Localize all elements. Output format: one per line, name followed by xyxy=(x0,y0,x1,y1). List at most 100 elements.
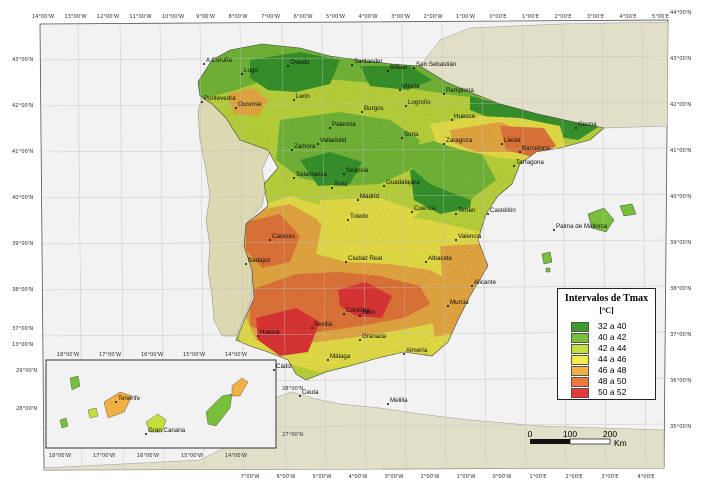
city-label: Salamanca xyxy=(296,171,328,178)
lat-tick-left: 38°00'N xyxy=(12,287,33,293)
city-label: Oviedo xyxy=(290,59,310,66)
city-marker xyxy=(443,93,445,95)
city-marker xyxy=(293,99,295,101)
lon-tick-bottom: 6°00'W xyxy=(276,474,295,480)
lat-tick-left: 37°00'N xyxy=(12,326,33,332)
inset-lon-tick-bottom: 14°00'W xyxy=(225,453,247,459)
city-marker xyxy=(269,239,271,241)
lon-tick-top: 2°00'E xyxy=(554,14,571,20)
city-label: Cáceres xyxy=(272,233,295,240)
city-marker xyxy=(411,211,413,213)
legend-swatch xyxy=(571,333,589,343)
city-marker xyxy=(455,239,457,241)
legend-box: Intervalos de Tmax [°C] 32 a 40 40 a 42 42… xyxy=(557,288,656,400)
city-label: Córdoba xyxy=(346,307,370,314)
lon-tick-top: 6°00'W xyxy=(293,14,312,20)
city-label: Teruel xyxy=(458,207,475,214)
lon-tick-top: 8°00'W xyxy=(228,14,247,20)
lat-tick-right: 42°00'N xyxy=(670,102,691,108)
city-marker xyxy=(329,127,331,129)
city-label: Ceuta xyxy=(302,389,319,396)
city-label: León xyxy=(296,93,310,100)
city-label: Zaragoza xyxy=(446,137,473,144)
inset-lat-tick: 27°00'N xyxy=(282,432,303,438)
city-marker xyxy=(235,107,237,109)
canary-inset xyxy=(45,359,277,449)
lon-tick-bottom: 3°00'W xyxy=(384,474,403,480)
city-marker xyxy=(399,89,401,91)
lon-tick-bottom: 5°00'W xyxy=(312,474,331,480)
lon-tick-top: 1°00'W xyxy=(456,14,475,20)
city-label: Santander xyxy=(354,58,383,65)
lat-tick-left: 43°00'N xyxy=(12,57,33,63)
city-label: Almería xyxy=(406,347,428,354)
city-marker xyxy=(293,177,295,179)
city-marker xyxy=(405,105,407,107)
city-marker xyxy=(413,67,415,69)
city-marker xyxy=(343,173,345,175)
city-marker xyxy=(273,369,275,371)
city-marker xyxy=(403,353,405,355)
lon-tick-top: 3°00'E xyxy=(587,14,604,20)
lon-tick-top: 4°00'E xyxy=(619,14,636,20)
city-marker xyxy=(331,187,333,189)
legend-label: 48 a 50 xyxy=(598,376,627,386)
city-marker xyxy=(425,261,427,263)
lon-tick-top: 9°00'W xyxy=(196,14,215,20)
city-marker xyxy=(359,315,361,317)
lat-tick-right: 37°00'N xyxy=(670,332,691,338)
city-label: Valencia xyxy=(458,233,482,240)
city-label: Bilbao xyxy=(390,64,408,71)
inset-lat-tick: 28°00'N xyxy=(16,406,37,412)
lon-tick-top: 3°00'W xyxy=(391,14,410,20)
lat-tick-right: 38°00'N xyxy=(670,286,691,292)
city-label: Cuenca xyxy=(414,205,436,212)
city-marker xyxy=(447,305,449,307)
inset-lat-tick: 29°00'N xyxy=(16,368,37,374)
inset-lon-tick-top: 18°00'W xyxy=(57,352,79,358)
inset-lon-tick-top: 16°00'W xyxy=(141,352,163,358)
lon-tick-top: 10°00'W xyxy=(162,14,184,20)
lat-tick-left: 42°00'N xyxy=(12,103,33,109)
lon-ticks-top: 14°00'W 13°00'W 12°00'W 11°00'W 10°00'W 9°00'… xyxy=(32,14,669,20)
legend-label: 44 a 46 xyxy=(598,354,627,364)
legend-label: 50 a 52 xyxy=(598,387,627,397)
ibiza-island xyxy=(541,251,553,265)
inset-lon-tick-bottom: 15°00'W xyxy=(181,453,203,459)
city-marker xyxy=(317,143,319,145)
city-label: Soria xyxy=(404,131,419,138)
lat-tick-right: 41°00'N xyxy=(670,148,691,154)
scale-label-100: 100 xyxy=(563,429,577,439)
formentera-island xyxy=(545,267,551,273)
city-marker xyxy=(383,185,385,187)
inset-lon-tick-top: 15°00'W xyxy=(183,352,205,358)
lon-tick-top: 1°00'E xyxy=(522,14,539,20)
inset-lat-tick: 28°00'N xyxy=(282,386,303,392)
city-marker xyxy=(145,433,147,435)
inset-lon-tick-bottom: 16°00'W xyxy=(137,453,159,459)
scale-bar: 0 100 200 Km xyxy=(528,429,627,448)
city-marker xyxy=(501,143,503,145)
scale-label-0: 0 xyxy=(528,429,533,439)
lat-ticks-left: 43°00'N 42°00'N 41°00'N 40°00'N 39°00'N 38°00… xyxy=(12,57,33,348)
city-marker xyxy=(311,327,313,329)
city-label: Murcia xyxy=(450,299,469,306)
city-label: Vitoria xyxy=(402,83,420,90)
city-marker xyxy=(287,65,289,67)
lat-tick-right: 35°00'N xyxy=(670,424,691,430)
city-marker xyxy=(351,64,353,66)
city-marker xyxy=(361,111,363,113)
city-marker xyxy=(553,229,555,231)
city-label: Alicante xyxy=(474,279,497,286)
city-marker xyxy=(451,119,453,121)
lat-tick-left: 13°00'N xyxy=(12,342,33,348)
legend-swatch xyxy=(571,355,589,365)
legend-label: 46 a 48 xyxy=(598,365,627,375)
lon-tick-top: 4°00'W xyxy=(358,14,377,20)
city-label: Granada xyxy=(362,333,387,340)
lon-tick-bottom: 2°00'W xyxy=(420,474,439,480)
city-label: Ciudad Real xyxy=(348,255,382,262)
lon-tick-top: 0°00'E xyxy=(489,14,506,20)
